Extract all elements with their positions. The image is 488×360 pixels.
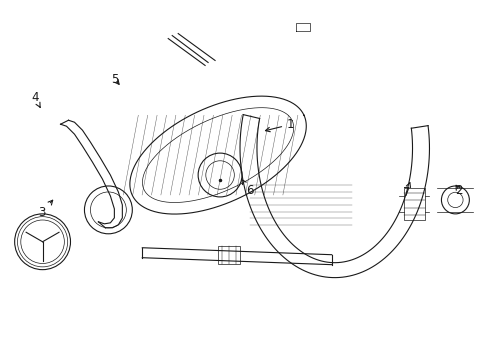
Text: 1: 1 [265,118,294,132]
Text: 6: 6 [241,179,253,197]
Text: 4: 4 [31,91,40,107]
Text: 3: 3 [39,200,53,219]
Bar [403,188,425,220]
Text: 2: 2 [454,184,462,197]
Text: 7: 7 [402,183,409,199]
Bar [218,246,240,264]
Text: 5: 5 [111,73,119,86]
